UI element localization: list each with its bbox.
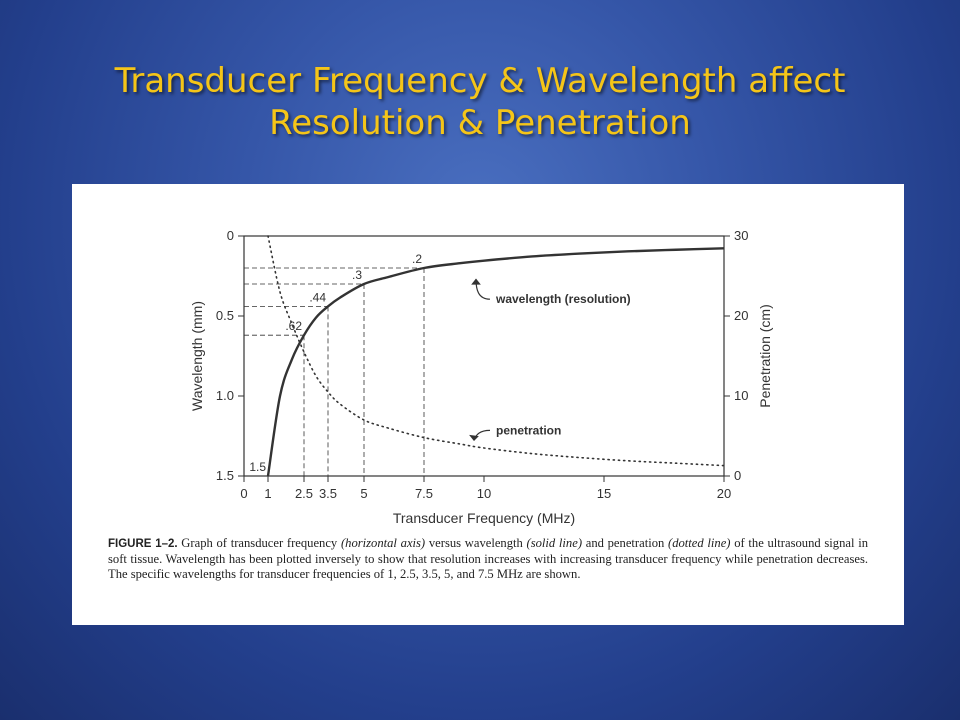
point-label: .44 bbox=[309, 290, 326, 304]
point-label: .2 bbox=[412, 252, 422, 266]
right-tick-label: 10 bbox=[734, 388, 748, 403]
slide-title: Transducer Frequency & Wavelength affect… bbox=[0, 60, 960, 144]
right-axis-title: Penetration (cm) bbox=[757, 304, 773, 407]
left-tick-label: 0 bbox=[227, 228, 234, 243]
chart-svg: 0 1 2.5 3.5 5 7.5 10 15 20 Transducer Frequency (… bbox=[189, 228, 773, 526]
right-tick-label: 30 bbox=[734, 228, 748, 243]
figure-panel: 0 1 2.5 3.5 5 7.5 10 15 20 Transducer Frequency (… bbox=[72, 184, 904, 625]
left-tick-label: 0.5 bbox=[216, 308, 234, 323]
caption-text-b: versus wavelength bbox=[425, 536, 527, 550]
x-tick-label: 5 bbox=[360, 486, 367, 501]
x-tick-label: 1 bbox=[264, 486, 271, 501]
annotation-arrowhead bbox=[471, 278, 481, 285]
point-label: .62 bbox=[285, 319, 302, 333]
chart-marks bbox=[266, 235, 725, 477]
figure-caption: FIGURE 1–2. Graph of transducer frequenc… bbox=[108, 536, 868, 582]
caption-text-a: Graph of transducer frequency bbox=[177, 536, 341, 550]
annotation-arrow bbox=[473, 429, 491, 441]
caption-em-2: (solid line) bbox=[526, 536, 583, 550]
annotation-arrowhead bbox=[469, 434, 479, 441]
x-tick-label: 15 bbox=[597, 486, 611, 501]
x-tick-label: 3.5 bbox=[319, 486, 337, 501]
chart-labels: 0 1 2.5 3.5 5 7.5 10 15 20 Transducer Frequency (… bbox=[189, 228, 773, 526]
caption-label: FIGURE 1–2. bbox=[108, 538, 178, 550]
x-axis-title: Transducer Frequency (MHz) bbox=[393, 510, 575, 526]
x-tick-label: 0 bbox=[240, 486, 247, 501]
caption-em-3: (dotted line) bbox=[668, 536, 731, 550]
left-tick-label: 1.5 bbox=[216, 468, 234, 483]
penetration-annotation: penetration bbox=[496, 423, 561, 437]
left-tick-label: 1.0 bbox=[216, 388, 234, 403]
wavelength-line bbox=[266, 247, 725, 477]
x-tick-label: 7.5 bbox=[415, 486, 433, 501]
x-tick-label: 10 bbox=[477, 486, 491, 501]
point-label: .3 bbox=[352, 268, 362, 282]
caption-text-c: and penetration bbox=[582, 536, 669, 550]
caption-em-1: (horizontal axis) bbox=[340, 536, 426, 550]
x-tick-label: 20 bbox=[717, 486, 731, 501]
slide-title-line-2: Resolution & Penetration bbox=[269, 103, 691, 143]
chart-axes bbox=[238, 235, 730, 482]
wavelength-annotation: wavelength (resolution) bbox=[495, 292, 631, 306]
right-tick-label: 20 bbox=[734, 308, 748, 323]
x-tick-label: 2.5 bbox=[295, 486, 313, 501]
caption-text-d: of the ultrasound signal in soft tissue.… bbox=[108, 536, 868, 581]
penetration-line bbox=[267, 235, 725, 467]
right-tick-label: 0 bbox=[734, 468, 741, 483]
point-label: 1.5 bbox=[249, 460, 266, 474]
left-axis-title: Wavelength (mm) bbox=[189, 301, 205, 411]
plot-frame bbox=[243, 235, 725, 477]
slide-title-line-1: Transducer Frequency & Wavelength affect bbox=[114, 61, 846, 101]
